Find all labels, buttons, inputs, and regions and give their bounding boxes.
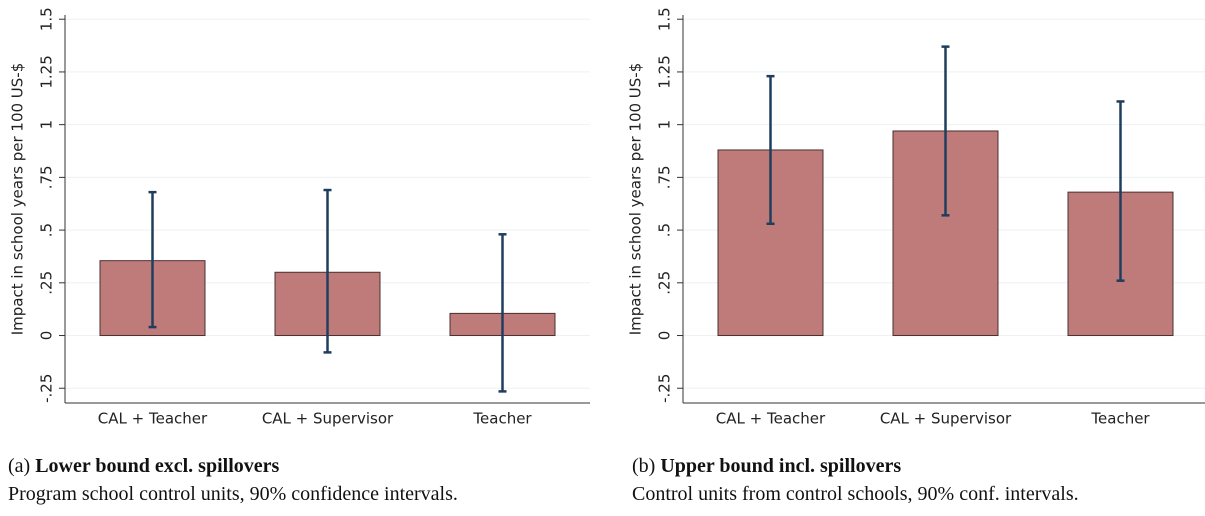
y-tick-label: 1.5 <box>38 7 56 31</box>
y-tick-label: .75 <box>656 165 674 189</box>
y-tick-label: 1.5 <box>656 7 674 31</box>
y-tick-label: .75 <box>38 165 56 189</box>
x-tick-label: CAL + Teacher <box>716 410 826 428</box>
x-tick-label: Teacher <box>1090 410 1150 428</box>
y-tick-label: 0 <box>38 331 56 341</box>
caption-note: Program school control units, 90% confid… <box>8 483 458 505</box>
caption-title: Lower bound excl. spillovers <box>35 455 280 477</box>
y-tick-label: -.25 <box>38 374 56 403</box>
y-tick-label: 1.25 <box>656 55 674 88</box>
y-tick-label: .25 <box>38 271 56 295</box>
x-tick-label: CAL + Supervisor <box>262 410 394 428</box>
caption-label: (b) <box>632 455 656 477</box>
x-tick-label: Teacher <box>472 410 532 428</box>
caption-b: (b) Upper bound incl. spillovers Control… <box>632 452 1079 508</box>
caption-title: Upper bound incl. spillovers <box>660 455 902 477</box>
y-tick-label: 1 <box>38 120 56 130</box>
y-axis-title: Impact in school years per 100 US-$ <box>627 63 645 336</box>
y-tick-label: .5 <box>656 223 674 237</box>
bar <box>717 149 824 337</box>
y-tick-label: 1 <box>656 120 674 130</box>
y-tick-label: -.25 <box>656 374 674 403</box>
y-tick-label: .5 <box>38 223 56 237</box>
caption-note: Control units from control schools, 90% … <box>632 483 1079 505</box>
caption-label: (a) <box>8 455 31 477</box>
y-tick-label: 0 <box>656 331 674 341</box>
y-tick-label: .25 <box>656 271 674 295</box>
x-tick-label: CAL + Teacher <box>98 410 208 428</box>
y-axis-title: Impact in school years per 100 US-$ <box>9 63 27 336</box>
x-tick-label: CAL + Supervisor <box>880 410 1012 428</box>
y-tick-label: 1.25 <box>38 55 56 88</box>
caption-a: (a) Lower bound excl. spillovers Program… <box>8 452 458 508</box>
